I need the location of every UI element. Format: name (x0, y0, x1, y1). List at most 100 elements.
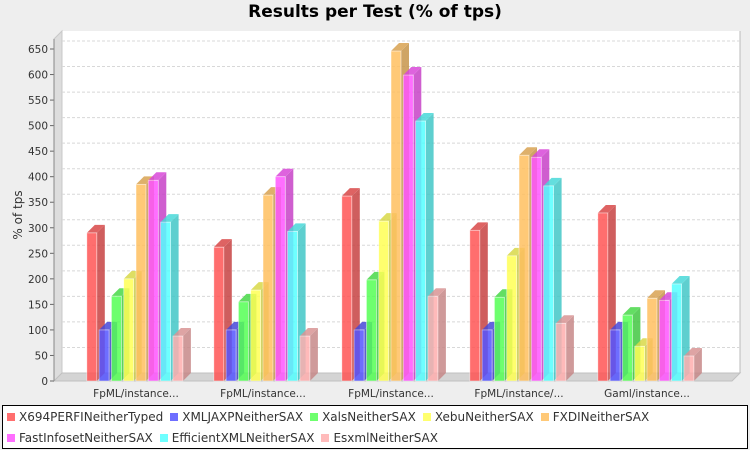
bar-front (530, 156, 542, 382)
y-tick-label: 300 (28, 223, 48, 235)
legend-swatch (321, 434, 330, 442)
bar-front (622, 314, 633, 382)
legend-label: FastInfosetNeitherSAX (19, 431, 153, 445)
bar-top (172, 328, 191, 337)
legend-label: X694PERFINeitherTyped (19, 410, 164, 424)
legend: X694PERFINeitherTyped XMLJAXPNeitherSAX Xa… (2, 405, 748, 449)
x-category-label: FpML/instance... (93, 388, 179, 400)
bar-front (123, 278, 135, 382)
bar-top (671, 275, 690, 284)
x-category-label: FpML/instance... (220, 388, 306, 400)
bar-front (493, 296, 505, 382)
bar-front (378, 220, 390, 382)
category-group (597, 204, 702, 382)
bar-front (481, 329, 493, 382)
bar-front (390, 50, 402, 382)
legend-swatch (540, 413, 549, 421)
left-wall (53, 29, 63, 383)
bar-front (299, 335, 311, 382)
legend-item: X694PERFINeitherTyped (7, 410, 163, 424)
legend-item: EsxmlNeitherSAX (321, 431, 438, 445)
bar-front (469, 229, 481, 382)
legend-swatch (310, 413, 319, 421)
x-category-label: FpML/instance/... (474, 388, 563, 400)
legend-item: XebuNeitherSAX (422, 410, 534, 424)
bar-side (565, 315, 574, 381)
bar-front (518, 154, 530, 382)
bar-front (287, 230, 299, 382)
bar-front (111, 295, 122, 382)
legend-label: XalsNeitherSAX (322, 410, 416, 424)
bar-top (403, 67, 422, 76)
bar-side (437, 288, 446, 381)
bar-front (135, 183, 147, 382)
bar-front (597, 212, 609, 382)
legend-item: XMLJAXPNeitherSAX (170, 410, 303, 424)
bar-front (671, 283, 682, 382)
legend-swatch (170, 413, 179, 421)
bar-top (136, 176, 154, 185)
bar-front (634, 345, 646, 382)
legend-label: EsxmlNeitherSAX (333, 431, 438, 445)
bar-front (658, 299, 670, 382)
chart-title: Results per Test (% of tps) (248, 2, 502, 22)
bar-front (646, 297, 658, 382)
legend-row: FastInfosetNeitherSAX EfficientXMLNeither… (7, 431, 445, 445)
bar-top (299, 328, 318, 337)
y-tick-label: 350 (28, 197, 48, 209)
bar-front (262, 194, 274, 382)
y-axis-label: % of tps (11, 190, 25, 239)
bar-top (415, 113, 434, 122)
x-category-label: FpML/instance... (348, 388, 434, 400)
bar (683, 347, 702, 382)
y-tick-label: 50 (35, 350, 48, 362)
y-tick-label: 200 (28, 274, 48, 286)
bar-top (519, 147, 537, 156)
bar-front (543, 185, 554, 382)
bar-top (391, 43, 409, 52)
legend-swatch (7, 434, 15, 442)
y-tick-label: 400 (28, 172, 48, 184)
legend-label: FXDINeitherSAX (552, 410, 650, 424)
bar-side (182, 328, 191, 381)
bar-top (341, 188, 360, 197)
bar-top (148, 172, 167, 181)
bar-top (275, 168, 294, 177)
bar-front (213, 246, 225, 382)
legend-label: EfficientXMLNeitherSAX (171, 431, 315, 445)
bar-top (543, 177, 562, 186)
bar-top (647, 290, 665, 299)
y-tick-label: 550 (28, 95, 48, 107)
bar-top (427, 288, 446, 297)
legend-item: FXDINeitherSAX (540, 410, 650, 424)
category-group (469, 147, 574, 382)
bar-front (237, 301, 249, 382)
bar-front (415, 120, 427, 382)
bar (427, 288, 446, 382)
bar-top (160, 214, 179, 223)
category-group (213, 168, 318, 382)
y-tick-label: 450 (28, 146, 48, 158)
y-tick-label: 150 (28, 299, 48, 311)
bar-top (213, 239, 232, 248)
category-group (341, 43, 446, 382)
y-tick-label: 0 (41, 376, 48, 388)
bar-front (402, 74, 414, 382)
bar (172, 328, 191, 382)
bar-front (353, 329, 365, 382)
bar-front (160, 221, 172, 382)
legend-item: XalsNeitherSAX (310, 410, 416, 424)
x-category-label: Gaml/instance... (604, 388, 690, 400)
bar-front (250, 289, 262, 382)
y-tick-label: 500 (28, 121, 48, 133)
bar-front (98, 329, 110, 382)
bar-top (597, 204, 616, 213)
bar-front (86, 232, 98, 382)
y-tick-label: 650 (28, 44, 48, 56)
category-group (86, 172, 191, 382)
bar-front (147, 179, 159, 382)
bar-front (365, 279, 377, 382)
bar-front (225, 329, 237, 382)
y-tick-label: 100 (28, 325, 48, 337)
